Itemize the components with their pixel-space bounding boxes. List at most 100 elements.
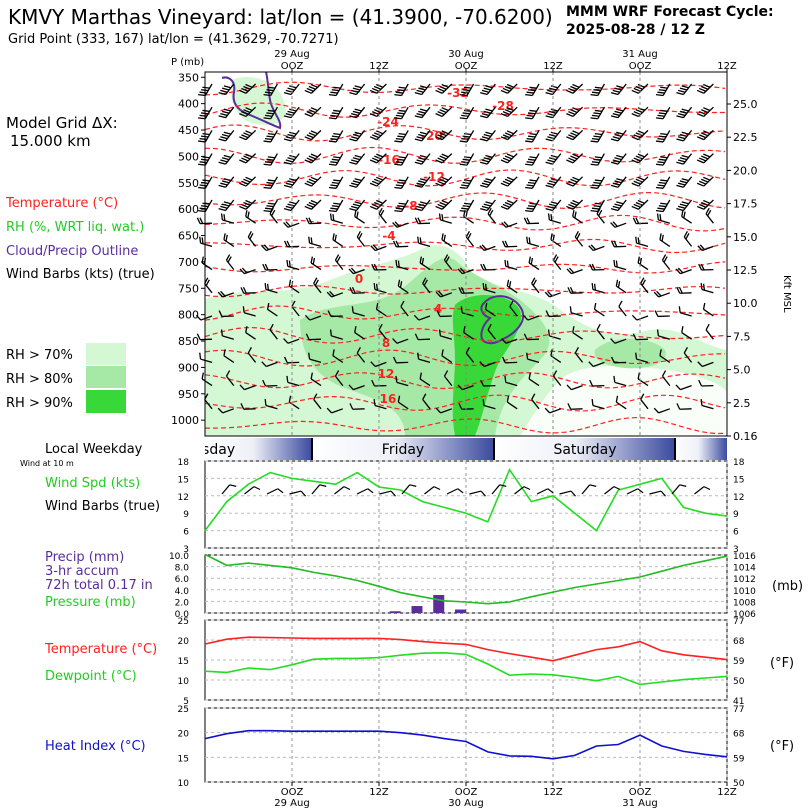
wind-barb: [369, 153, 387, 164]
wind-barb: [482, 399, 496, 410]
wind-barb: [413, 314, 431, 321]
wind-barb: [417, 352, 431, 364]
wind-barb: [702, 302, 714, 317]
wind-barb: [373, 283, 387, 294]
wind-barb: [659, 349, 671, 363]
wind-barb: [414, 217, 431, 225]
y-tick-label-left: 2.0: [175, 598, 190, 608]
wind-barb: [239, 153, 257, 164]
wind-barb: [653, 407, 671, 414]
legend-wind-barbs: Wind Barbs (kts) (true): [6, 267, 155, 282]
precip-total-label: 72h total 0.17 in: [45, 578, 153, 593]
wind-barb: [522, 314, 540, 321]
wind-barb: [328, 106, 344, 120]
wind-barb: [574, 231, 584, 247]
y-tick-label-left: 15: [178, 754, 189, 764]
wind-barb: [676, 199, 693, 212]
wind-barb: [698, 379, 714, 387]
wind-barb: [545, 106, 562, 119]
wind-barb: [500, 153, 518, 164]
wind-barb: [640, 393, 649, 410]
wind-barb: [217, 407, 235, 414]
wind-barb: [239, 267, 256, 275]
temperature-contour-label: 12: [378, 367, 395, 381]
wind-barb: [635, 236, 649, 248]
wind-barb: [313, 393, 322, 410]
time-tick-label: 12Z: [717, 787, 737, 798]
wind-barb: [676, 106, 693, 119]
surface-wind-barb: [649, 490, 666, 497]
temperature-contour: [205, 238, 726, 254]
wind-barb: [283, 176, 300, 188]
wind-barb: [459, 130, 475, 143]
wind-barb: [394, 199, 409, 213]
weekday-band-sun: [675, 438, 727, 460]
wind-barb: [239, 83, 257, 94]
wind-barb: [457, 384, 474, 391]
wind-barb: [261, 361, 278, 368]
wind-barb: [459, 153, 475, 166]
wind-barb: [696, 176, 714, 187]
height-tick-label: 2.5: [733, 397, 751, 410]
wind-barb: [369, 199, 387, 210]
wind-barb: [566, 106, 584, 118]
y-tick-label-right: 59: [733, 754, 745, 764]
heat-index-panel: 10 15 20 25 50 59 68 77: [178, 705, 745, 789]
wind-barb: [329, 213, 343, 224]
wind-barb: [675, 384, 692, 391]
height-tick-label: 12.5: [733, 264, 758, 277]
surface-wind-barb: [604, 486, 621, 495]
wind-barb: [480, 176, 496, 188]
surface-wind-barb: [401, 484, 417, 495]
wind-barb: [332, 349, 344, 363]
wind-barb: [247, 347, 257, 363]
wind-barb: [438, 213, 452, 224]
y-tick-label-right: 18: [733, 458, 745, 468]
wind-barb: [354, 326, 365, 340]
y-tick-label-right: 1014: [733, 564, 756, 574]
height-tick-label: 17.5: [733, 198, 758, 211]
wind-barb: [242, 306, 256, 317]
wind-barb: [676, 286, 692, 294]
wind-barb: [196, 217, 213, 225]
weekday-saturday: Saturday: [553, 442, 616, 458]
pressure-tick-label: 550: [178, 177, 199, 190]
rh90-swatch: [86, 390, 126, 413]
wind-barb: [269, 323, 278, 340]
pressure-tick-label: 750: [178, 282, 199, 295]
wind-barb: [239, 106, 257, 118]
wind-barb: [198, 83, 213, 97]
surface-wind-barb: [244, 486, 261, 495]
wind-barb: [480, 153, 496, 165]
y-tick-label-right: 3: [733, 545, 739, 555]
wind-barb: [569, 306, 583, 317]
wind-barb: [676, 83, 693, 96]
wind-barb: [459, 83, 475, 97]
heat-index-label: Heat Index (°C): [45, 739, 146, 754]
time-tick-label: OOZ: [281, 787, 304, 798]
pressure-tick-label: 500: [178, 150, 199, 163]
pressure-tick-label: 900: [178, 361, 199, 374]
wind-barb: [610, 176, 627, 188]
wind-barb: [705, 323, 714, 340]
weekday-band: Thursday Friday Saturday Local Weekday W…: [20, 438, 727, 468]
wind-barb: [635, 352, 649, 364]
wind-barb: [544, 290, 562, 298]
wind-barb: [640, 277, 649, 294]
wind-barb: [218, 310, 234, 318]
wind-barb: [305, 217, 322, 225]
wind-barb: [655, 199, 671, 213]
wind-barb: [220, 329, 234, 340]
wind-barb: [480, 129, 496, 142]
wind-barb: [283, 221, 300, 228]
wind-barb: [567, 403, 583, 410]
y-tick-label-left: 15: [178, 475, 189, 485]
wind-barb: [480, 199, 496, 212]
y-tick-label-left: 18: [178, 458, 190, 468]
wind-barb: [482, 283, 496, 294]
wind-barb: [247, 231, 257, 247]
wind-barb: [545, 199, 562, 212]
wind-barb: [631, 199, 649, 210]
wind-barb: [356, 231, 366, 247]
y-tick-label-left: 9: [183, 510, 189, 520]
